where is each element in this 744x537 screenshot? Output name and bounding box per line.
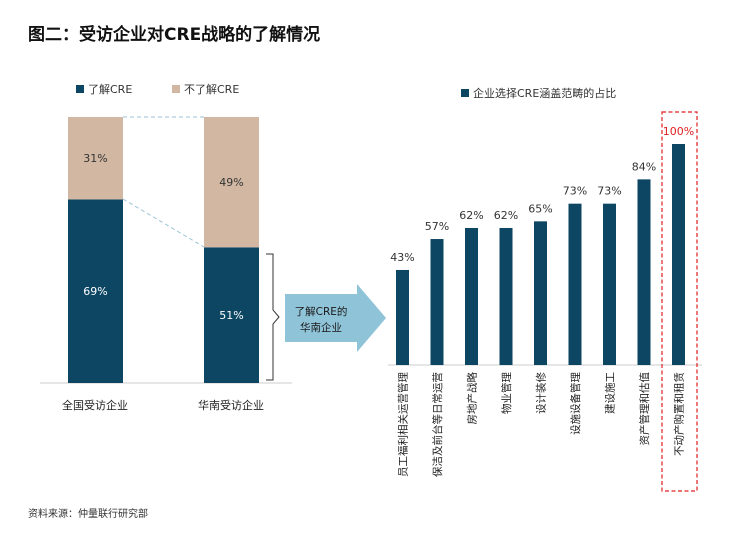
bar	[396, 269, 409, 365]
category-label: 房地产战略	[466, 372, 479, 425]
bar-value-label: 73%	[597, 185, 621, 198]
category-label: 物业管理	[500, 372, 513, 414]
category-label: 不动产购置和租赁	[673, 372, 686, 456]
bar-value-label: 69%	[83, 285, 107, 298]
bar-value-label: 62%	[459, 209, 483, 222]
left-stacked-bars: 69% 31% 51% 49%	[68, 117, 259, 383]
bar-value-label: 100%	[663, 125, 694, 138]
bar-value-label: 43%	[390, 251, 414, 264]
arrow-shape	[285, 284, 386, 352]
bar	[465, 227, 478, 365]
bar	[499, 227, 513, 365]
bar-value-label: 31%	[83, 152, 107, 165]
category-label: 设施设备管理	[569, 372, 582, 435]
bar-value-label: 49%	[219, 176, 243, 189]
stacked-bar-segment	[204, 117, 259, 248]
highlight-box	[661, 111, 698, 492]
category-label: 保洁及前台等日常运营	[431, 372, 444, 477]
legend-swatch-aware	[76, 85, 84, 93]
bar	[568, 203, 582, 365]
category-label: 建设施工	[604, 372, 617, 414]
bar	[430, 239, 444, 365]
bar	[672, 144, 685, 365]
bar-value-label: 84%	[632, 160, 656, 173]
legend-label-scope: 企业选择CRE涵盖范畴的占比	[473, 86, 616, 100]
legend-label-aware: 了解CRE	[88, 82, 132, 96]
arrow-label-line1: 了解CRE的	[295, 305, 348, 318]
category-label: 员工福利相关运营管理	[397, 372, 410, 477]
bar	[637, 179, 651, 365]
stacked-bar-segment	[68, 199, 123, 383]
bracket	[266, 253, 280, 381]
legend-swatch-unaware	[172, 85, 180, 93]
bar-value-label: 62%	[494, 209, 518, 222]
chart-title: 图二：受访企业对CRE战略的了解情况	[28, 25, 321, 45]
stacked-bar-segment	[68, 117, 123, 200]
connector-mid	[122, 198, 205, 248]
left-category-label: 华南受访企业	[198, 398, 264, 412]
bar-value-label: 65%	[528, 202, 552, 215]
legend-label-unaware: 不了解CRE	[184, 82, 239, 96]
legend-swatch-scope	[461, 89, 469, 97]
bar-value-label: 51%	[219, 309, 243, 322]
right-legend: 企业选择CRE涵盖范畴的占比	[461, 86, 616, 100]
stacked-bar-segment	[204, 247, 259, 383]
bar-value-label: 57%	[425, 220, 449, 233]
bar	[534, 221, 547, 365]
category-label: 资产管理和估值	[638, 372, 651, 446]
left-legend: 了解CRE 不了解CRE	[76, 82, 239, 96]
bar-value-label: 73%	[563, 185, 587, 198]
bar	[603, 203, 616, 365]
right-bars: 43% 员工福利相关运营管理 57% 保洁及前台等日常运营 62% 房地产战略 62% 物业管…	[390, 125, 694, 477]
arrow-label-line2: 华南企业	[300, 321, 342, 334]
category-label: 设计装修	[535, 372, 548, 414]
left-category-label: 全国受访企业	[62, 398, 128, 412]
source-note: 资料来源：仲量联行研究部	[28, 509, 148, 520]
